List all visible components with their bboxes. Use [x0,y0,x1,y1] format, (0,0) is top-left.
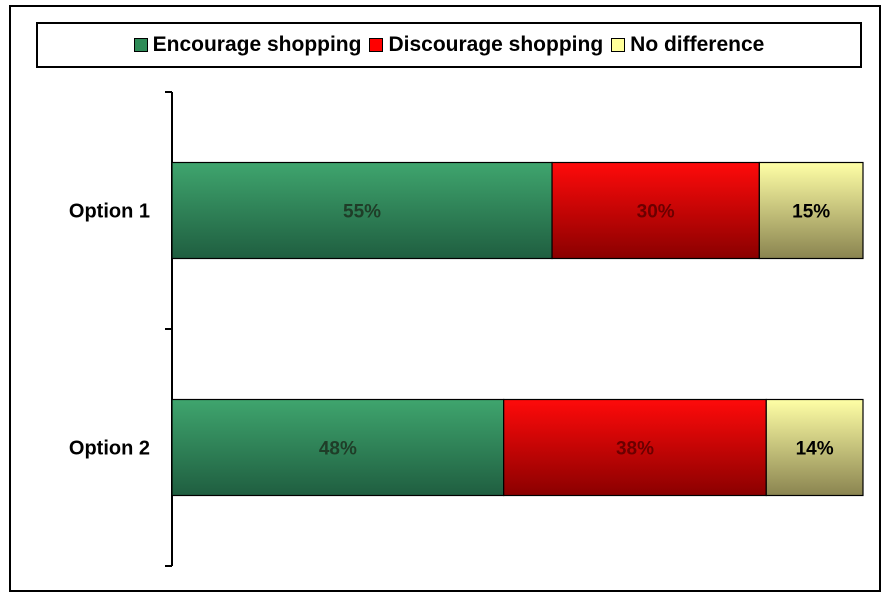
bar-segment [758,161,864,260]
legend-item-encourage: Encourage shopping [133,33,362,57]
bar-segment [171,161,553,260]
legend-item-no-difference: No difference [611,33,764,57]
bar-segment [765,398,864,497]
legend-item-discourage: Discourage shopping [369,33,603,57]
data-label: 14% [796,439,834,460]
data-label: 38% [616,439,654,460]
bar-segment [503,398,767,497]
legend-label-encourage: Encourage shopping [152,33,362,56]
bar-segment [171,398,505,497]
legend-swatch-discourage [369,38,384,52]
data-label: 15% [792,202,830,223]
legend-swatch-encourage [133,38,148,52]
data-label: 48% [319,439,357,460]
bar-segment [551,161,760,260]
category-label: Option 1 [69,201,150,223]
data-label: 55% [343,202,381,223]
data-label: 30% [637,202,675,223]
legend-label-discourage: Discourage shopping [388,33,604,56]
legend-label-no-difference: No difference [630,33,765,56]
category-label: Option 2 [69,438,150,460]
legend: Encourage shopping Discourage shopping N… [36,22,862,68]
legend-swatch-no-difference [611,38,626,52]
